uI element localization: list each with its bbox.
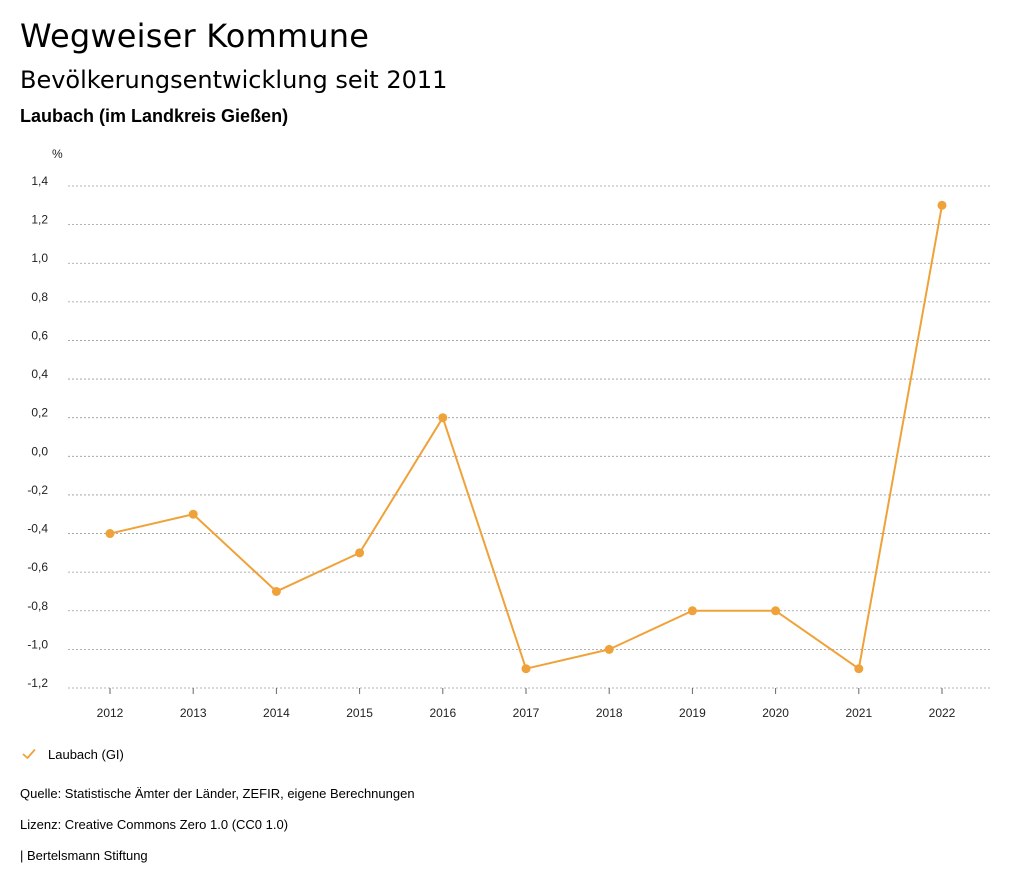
chart-title: Wegweiser Kommune <box>20 17 370 55</box>
x-tick-label: 2019 <box>679 706 706 720</box>
footer-publisher: | Bertelsmann Stiftung <box>20 848 148 863</box>
y-tick-label: 0,8 <box>31 290 48 304</box>
y-axis-ticks: 1,4 1,2 1,0 0,8 0,6 0,4 0,2 0,0 -0,2 -0,4 -0,6 -0,8… <box>27 174 48 690</box>
check-icon <box>22 749 36 759</box>
x-tick-label: 2020 <box>762 706 789 720</box>
y-tick-label: 1,0 <box>31 251 48 265</box>
y-tick-label: 1,2 <box>31 213 48 227</box>
series-line <box>109 205 943 670</box>
data-point <box>188 509 198 519</box>
grid-lines <box>68 185 990 689</box>
y-tick-label: -1,0 <box>27 637 48 651</box>
data-point <box>687 606 697 616</box>
data-point <box>105 529 115 539</box>
series-layer <box>105 200 947 674</box>
y-tick-label: 1,4 <box>31 174 48 188</box>
data-point <box>355 548 365 558</box>
x-tick-label: 2022 <box>929 706 956 720</box>
footer-source: Quelle: Statistische Ämter der Länder, Z… <box>20 786 415 801</box>
data-point <box>937 200 947 210</box>
data-point <box>271 586 281 596</box>
x-tick-label: 2013 <box>180 706 207 720</box>
x-tick-label: 2018 <box>596 706 623 720</box>
x-tick-label: 2015 <box>346 706 373 720</box>
region-label: Laubach (im Landkreis Gießen) <box>20 106 289 126</box>
line-chart: % 1,4 1,2 1,0 0,8 0,6 0,4 0,2 0,0 -0,2 -0,4 -0,6 -0… <box>27 147 990 720</box>
y-tick-label: 0,6 <box>31 328 48 342</box>
data-point <box>438 413 448 423</box>
y-tick-label: -0,4 <box>27 522 48 536</box>
data-point <box>771 606 781 616</box>
chart-subtitle: Bevölkerungsentwicklung seit 2011 <box>20 66 448 94</box>
x-tick-label: 2012 <box>97 706 124 720</box>
legend[interactable]: Laubach (GI) <box>22 744 124 764</box>
data-point <box>854 664 864 674</box>
y-tick-label: -0,2 <box>27 483 48 497</box>
data-point <box>604 644 614 654</box>
y-axis-unit: % <box>52 147 63 161</box>
y-tick-label: -0,8 <box>27 599 48 613</box>
y-tick-label: 0,2 <box>31 406 48 420</box>
y-tick-label: 0,0 <box>31 444 48 458</box>
footer-license: Lizenz: Creative Commons Zero 1.0 (CC0 1… <box>20 817 289 832</box>
x-axis-ticks: 2012 2013 2014 2015 2016 2017 2018 2019 2020 2021… <box>97 688 956 720</box>
x-tick-label: 2021 <box>845 706 872 720</box>
y-tick-label: -0,6 <box>27 560 48 574</box>
legend-label: Laubach (GI) <box>48 746 124 762</box>
y-tick-label: 0,4 <box>31 367 48 381</box>
x-tick-label: 2014 <box>263 706 290 720</box>
data-point <box>521 664 531 674</box>
x-tick-label: 2017 <box>513 706 540 720</box>
x-tick-label: 2016 <box>429 706 456 720</box>
y-tick-label: -1,2 <box>27 676 48 690</box>
